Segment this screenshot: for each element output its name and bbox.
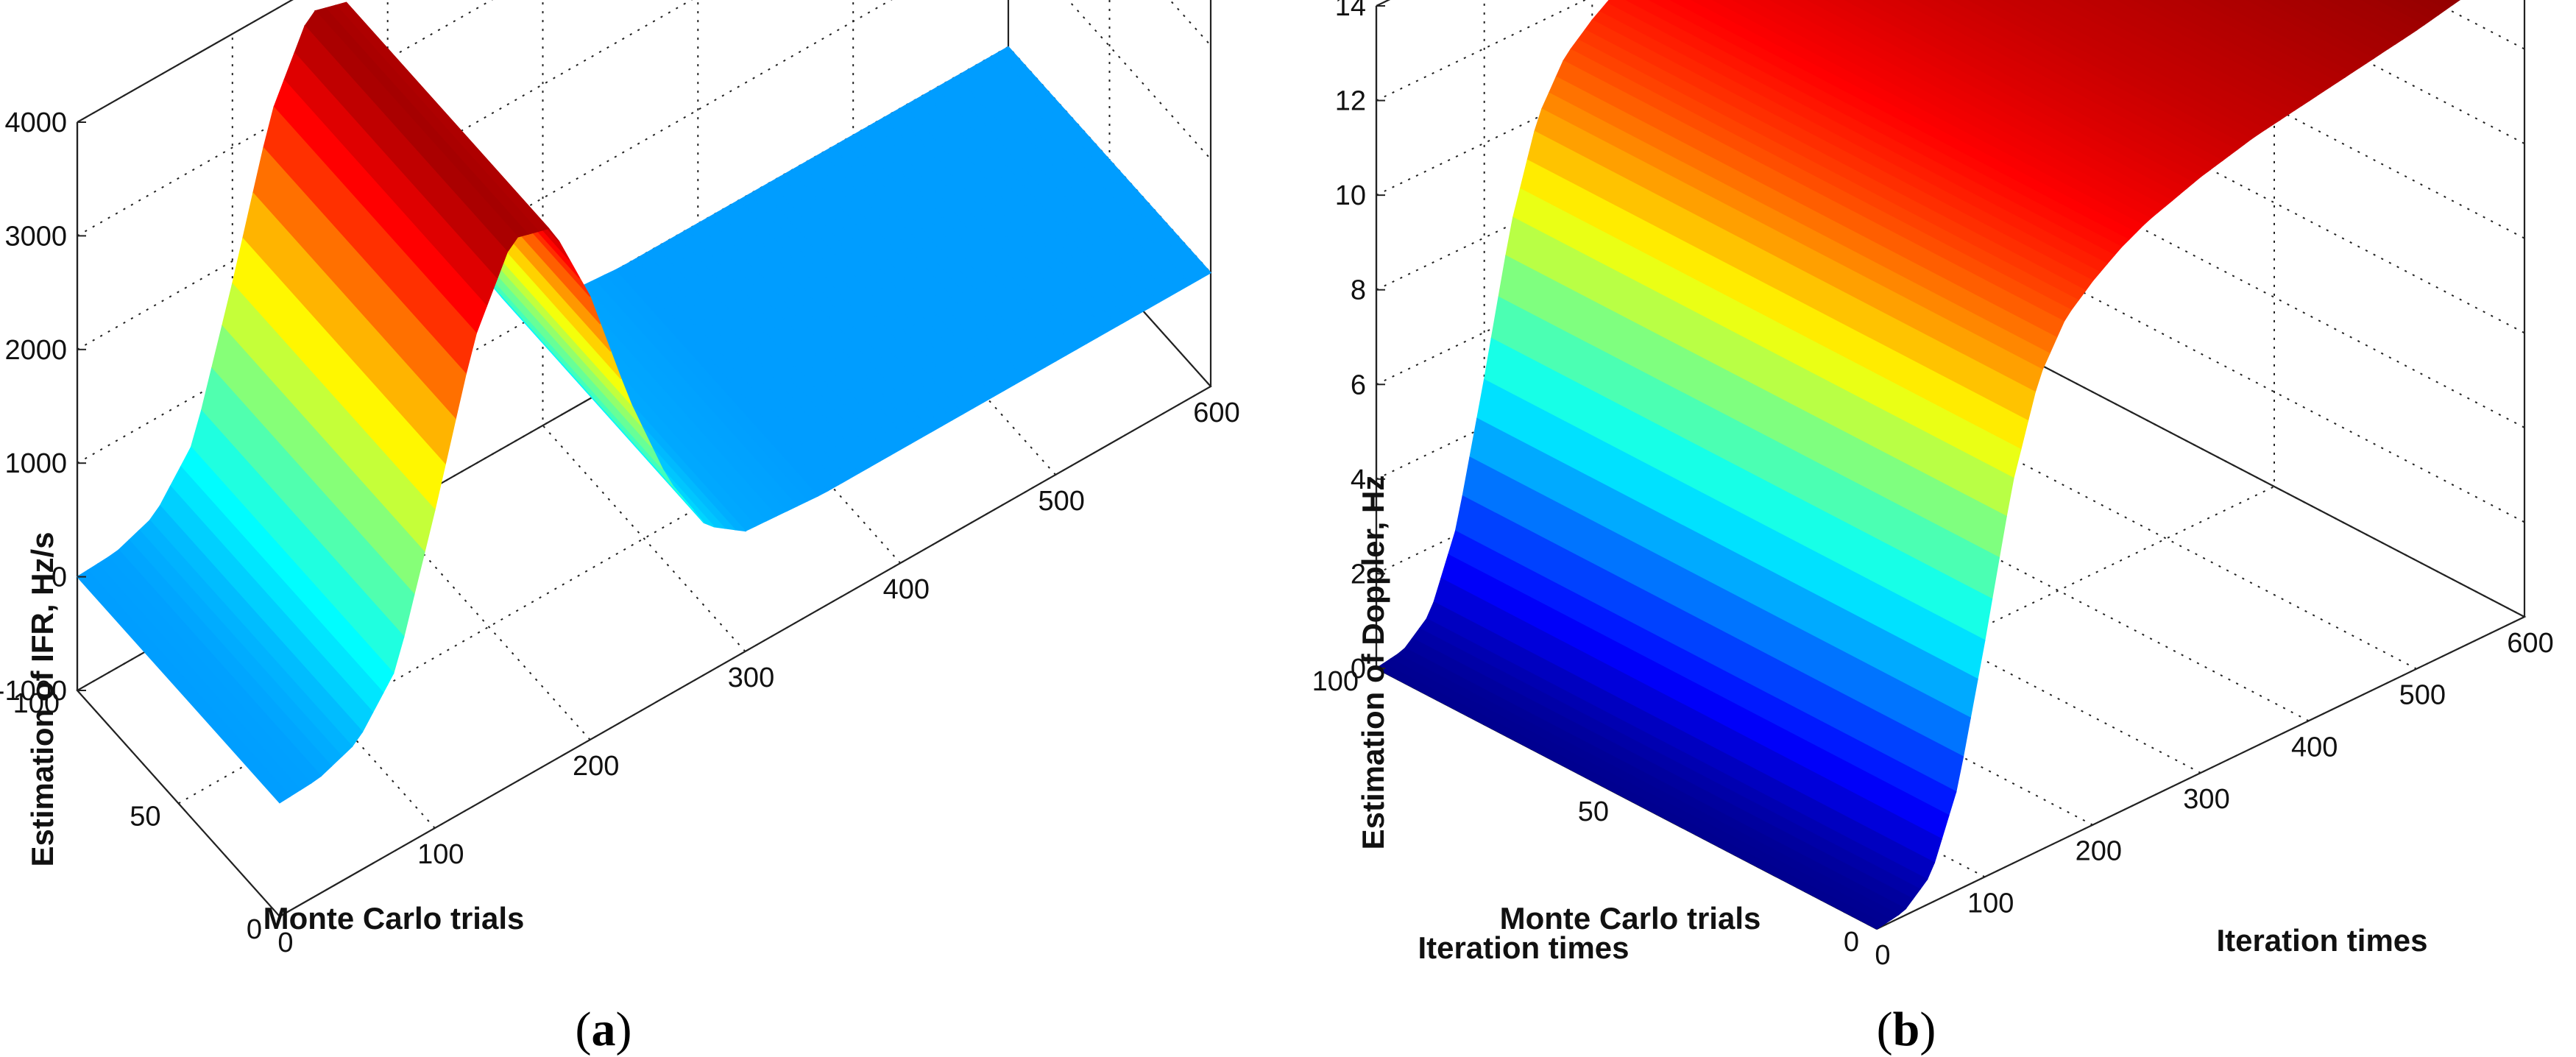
z-tick-label: -1000 bbox=[0, 676, 67, 707]
z-tick-label: 2000 bbox=[4, 335, 67, 366]
surface-strip bbox=[2260, 0, 2382, 60]
surface-strip bbox=[76, 569, 291, 804]
z-tick-label: 1000 bbox=[4, 448, 67, 479]
y-axis-label: Monte Carlo trials bbox=[1500, 901, 1761, 936]
z-tick-label: 4000 bbox=[4, 107, 67, 138]
surface-strip bbox=[2162, 0, 2339, 88]
surface-strip bbox=[2243, 0, 2375, 64]
surface-strip bbox=[2341, 0, 2418, 36]
surface-strip bbox=[2211, 0, 2360, 74]
x-tick-label: 400 bbox=[2291, 732, 2338, 763]
z-tick-label: 6 bbox=[1351, 370, 1366, 400]
surface-strip bbox=[2178, 0, 2346, 83]
x-axis-label: Iteration times bbox=[1418, 930, 1629, 965]
x-tick-label: 300 bbox=[2183, 784, 2229, 815]
z-axis-label: Estimation of IFR, Hz/s bbox=[25, 531, 60, 866]
surface-strip bbox=[2276, 0, 2389, 54]
y-tick-label: 0 bbox=[247, 914, 262, 945]
surface-strip bbox=[2408, 0, 2446, 16]
x-tick-label: 100 bbox=[417, 839, 464, 870]
z-tick-label: 0 bbox=[1351, 654, 1366, 685]
z-tick-label: 8 bbox=[1351, 275, 1366, 306]
z-tick-label: 14 bbox=[1335, 0, 1366, 22]
surface-strip bbox=[2308, 0, 2404, 45]
surface-strip bbox=[2391, 0, 2440, 21]
x-gridline bbox=[231, 34, 436, 829]
z-gridline bbox=[77, 0, 1211, 464]
caption-a: (a) bbox=[576, 1003, 632, 1056]
z-tick-label: 2 bbox=[1351, 559, 1366, 590]
surface-strip bbox=[2374, 0, 2432, 26]
x-tick-label: 500 bbox=[2399, 680, 2446, 711]
caption-b: (b) bbox=[1877, 1003, 1936, 1056]
x-tick-label: 600 bbox=[2507, 628, 2553, 659]
x-tick-label: 500 bbox=[1038, 486, 1084, 517]
x-gridline bbox=[542, 0, 746, 652]
surface-strip bbox=[2357, 0, 2425, 31]
surface bbox=[76, 1, 1212, 804]
z-tick-label: 10 bbox=[1335, 180, 1366, 211]
surface-strip bbox=[2227, 0, 2368, 69]
z-tick-label: 3000 bbox=[4, 221, 67, 252]
surface-strip bbox=[2442, 0, 2460, 6]
z-tick-label: 4 bbox=[1351, 464, 1366, 495]
z-tick-label: 0 bbox=[52, 562, 67, 593]
x-tick-label: 300 bbox=[728, 662, 774, 693]
z-tick-label: 12 bbox=[1335, 86, 1366, 117]
y-tick-label: 0 bbox=[1844, 927, 1859, 958]
x-tick-label: 200 bbox=[573, 751, 619, 782]
y-tick-label: 50 bbox=[130, 802, 160, 832]
y-axis-label: Monte Carlo trials bbox=[263, 901, 525, 936]
surface-strip bbox=[2425, 0, 2454, 11]
x-axis-label: Iteration times bbox=[2216, 923, 2427, 958]
x-tick-label: 0 bbox=[277, 927, 293, 958]
y-tick-label: 50 bbox=[1578, 796, 1609, 827]
surface-strip bbox=[2195, 0, 2353, 78]
surface-strip bbox=[2292, 0, 2396, 50]
x-tick-label: 400 bbox=[883, 574, 930, 605]
surface-strip bbox=[1375, 662, 1886, 930]
surface bbox=[1375, 0, 2460, 930]
tick-labels: -100001000200030004000010020030040050060… bbox=[0, 107, 1240, 958]
y-tick-label: 100 bbox=[13, 688, 60, 719]
x-tick-label: 100 bbox=[1967, 888, 2014, 919]
y-tick-label: 100 bbox=[1312, 666, 1359, 697]
surface-plot-b: 024681012140100200300400500600050100Esti… bbox=[1312, 0, 2554, 971]
x-tick-label: 200 bbox=[2076, 836, 2122, 867]
x-tick-label: 600 bbox=[1193, 397, 1239, 428]
x-tick-label: 0 bbox=[1875, 940, 1890, 971]
surface-strip bbox=[2325, 0, 2411, 40]
z-axis-label: Estimation of Doppler, Hz bbox=[1356, 476, 1390, 850]
surface-plot-a: -100001000200030004000010020030040050060… bbox=[0, 0, 1630, 965]
